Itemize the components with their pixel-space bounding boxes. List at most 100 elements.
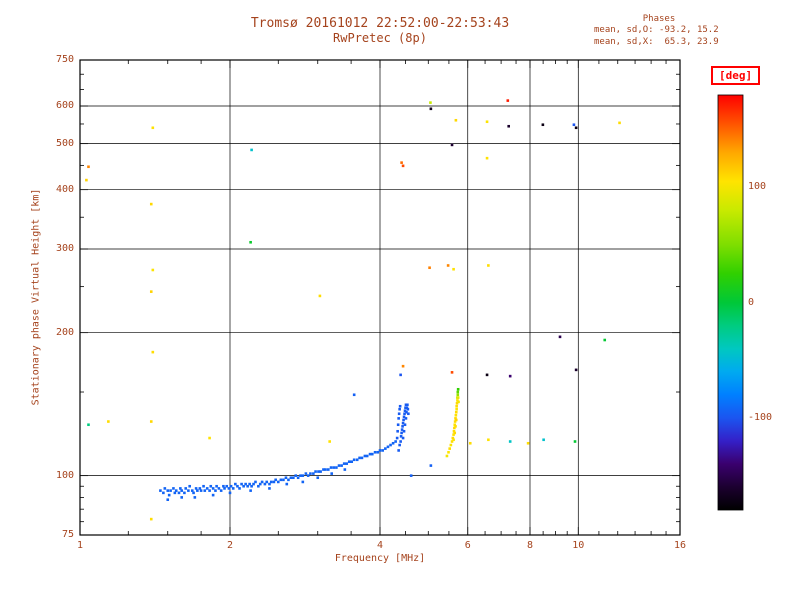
data-point	[370, 452, 374, 456]
data-point	[342, 462, 346, 465]
data-point	[406, 403, 409, 407]
data-point	[180, 496, 184, 499]
data-point	[452, 267, 455, 271]
data-point	[149, 202, 153, 206]
data-point	[572, 123, 576, 127]
data-point	[250, 484, 253, 488]
data-point	[453, 431, 457, 435]
data-point	[456, 387, 460, 391]
data-point	[236, 484, 239, 488]
scatter-points	[85, 99, 621, 521]
data-point	[454, 413, 458, 417]
data-point	[238, 487, 241, 490]
data-point	[407, 412, 410, 416]
data-point	[260, 480, 264, 484]
data-point	[457, 400, 460, 404]
data-point	[329, 466, 333, 469]
data-point	[149, 517, 153, 521]
data-point	[330, 472, 334, 475]
data-point	[149, 290, 153, 293]
data-point	[405, 406, 409, 410]
y-axis-label: Stationary phase Virtual Height [km]	[30, 188, 42, 406]
data-point	[403, 412, 406, 416]
grid-lines	[80, 60, 680, 535]
data-point	[428, 266, 431, 270]
data-point	[447, 450, 450, 454]
data-point	[149, 420, 153, 423]
data-point	[373, 450, 377, 454]
data-point	[203, 489, 207, 492]
data-point	[254, 480, 257, 484]
data-point	[274, 478, 277, 482]
data-point	[389, 443, 392, 447]
data-point	[159, 489, 162, 492]
data-point	[172, 487, 175, 490]
data-point	[399, 435, 403, 438]
data-point	[190, 489, 194, 492]
data-point	[248, 482, 251, 486]
data-point	[391, 441, 395, 445]
data-point	[340, 464, 343, 467]
data-point	[450, 143, 454, 147]
data-point	[292, 476, 295, 480]
data-point	[395, 436, 399, 440]
data-point	[401, 164, 405, 168]
data-point	[272, 480, 276, 484]
data-point	[318, 294, 322, 298]
series-x-mode-trace	[445, 387, 460, 458]
data-point	[188, 484, 191, 488]
data-point	[211, 487, 215, 490]
data-point	[558, 335, 562, 339]
data-point	[409, 474, 413, 477]
data-point	[603, 338, 607, 342]
data-point	[350, 460, 354, 463]
data-point	[229, 484, 233, 488]
data-point	[485, 156, 489, 160]
data-point	[400, 431, 403, 435]
data-point	[456, 396, 460, 399]
data-point	[258, 482, 262, 486]
data-point	[169, 489, 172, 492]
data-point	[276, 480, 280, 484]
data-point	[506, 99, 510, 102]
plot-frame	[79, 59, 681, 536]
data-point	[269, 480, 273, 484]
data-point	[402, 429, 406, 433]
data-point	[396, 429, 399, 433]
data-point	[360, 456, 364, 460]
data-point	[485, 373, 489, 377]
data-point	[240, 482, 243, 486]
data-point	[304, 472, 308, 475]
data-point	[468, 441, 472, 445]
data-point	[452, 429, 456, 433]
data-point	[332, 466, 336, 469]
data-point	[401, 364, 405, 368]
data-point	[456, 390, 460, 394]
data-point	[208, 436, 211, 440]
data-point	[177, 491, 181, 495]
data-point	[163, 487, 167, 490]
data-point	[397, 412, 401, 416]
data-point	[452, 433, 455, 436]
data-point	[227, 487, 231, 490]
data-point	[405, 410, 408, 414]
series-o-mode-trace	[159, 440, 397, 501]
data-point	[257, 484, 260, 488]
data-point	[363, 454, 367, 458]
data-point	[222, 484, 225, 488]
data-point	[263, 482, 267, 486]
data-point	[151, 350, 155, 354]
data-point	[541, 123, 545, 127]
data-point	[151, 126, 155, 130]
data-point	[455, 407, 458, 411]
data-point	[384, 447, 387, 450]
data-point	[324, 468, 327, 471]
data-point	[211, 493, 215, 497]
data-point	[183, 491, 186, 495]
data-point	[454, 418, 458, 422]
data-point	[173, 491, 177, 495]
data-point	[487, 264, 490, 267]
colorbar	[717, 94, 744, 511]
data-point	[400, 428, 404, 431]
data-point	[234, 482, 237, 486]
